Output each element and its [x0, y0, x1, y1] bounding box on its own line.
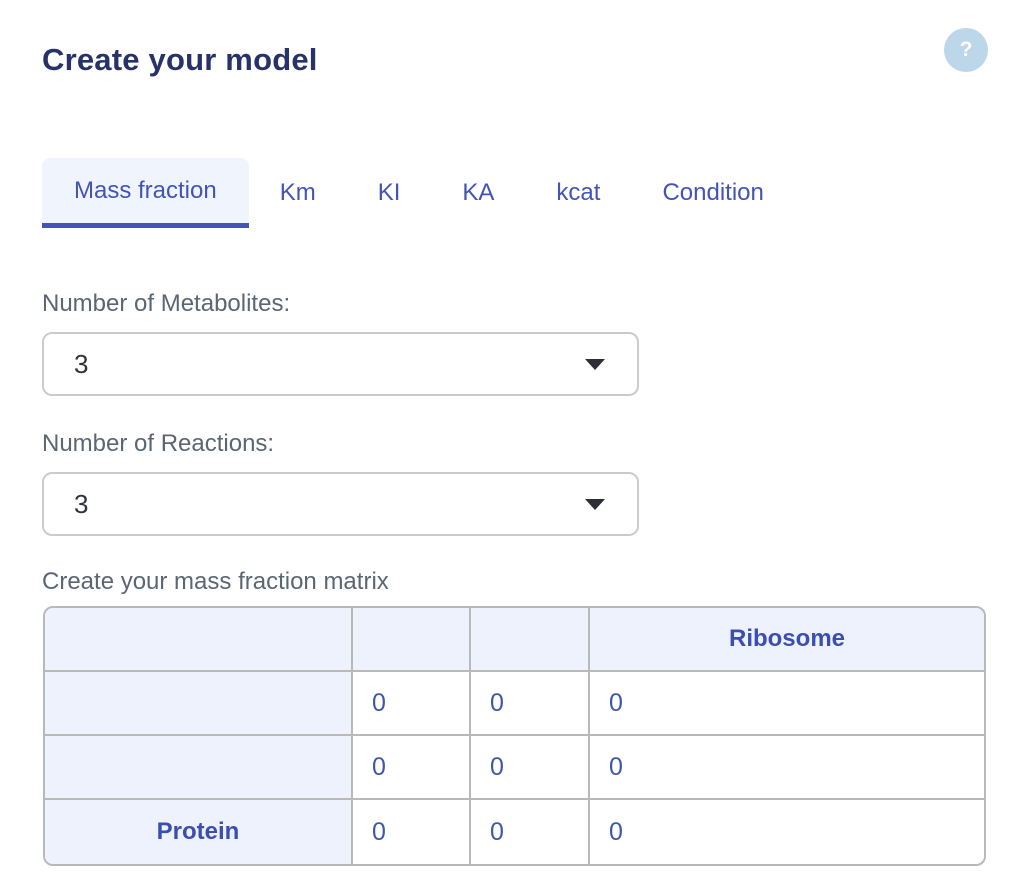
matrix-row-1: 0 0 0 — [45, 672, 984, 736]
matrix-heading: Create your mass fraction matrix — [42, 568, 389, 595]
page-header: Create your model ? — [0, 0, 1018, 78]
matrix-cell-2-1[interactable]: 0 — [353, 736, 471, 800]
reactions-select[interactable]: 3 — [42, 472, 639, 536]
matrix-col-header-1[interactable] — [353, 608, 471, 672]
matrix-col-header-ribosome[interactable]: Ribosome — [590, 608, 984, 672]
tab-condition[interactable]: Condition — [662, 179, 764, 206]
matrix-corner-cell[interactable] — [45, 608, 353, 672]
matrix-row-label-2[interactable] — [45, 736, 353, 800]
metabolites-group: Number of Metabolites: 3 — [42, 290, 1018, 396]
matrix-header-row: Ribosome — [45, 608, 984, 672]
tab-ki[interactable]: KI — [377, 179, 401, 206]
matrix-row-label-1[interactable] — [45, 672, 353, 736]
metabolites-select-value: 3 — [74, 348, 89, 379]
question-mark-icon: ? — [959, 38, 973, 61]
tab-ka[interactable]: KA — [462, 179, 495, 206]
reactions-group: Number of Reactions: 3 — [42, 430, 1018, 536]
reactions-label: Number of Reactions: — [42, 430, 275, 457]
matrix-cell-3-1[interactable]: 0 — [353, 800, 471, 864]
matrix-cell-3-2[interactable]: 0 — [471, 800, 590, 864]
matrix-cell-2-3[interactable]: 0 — [590, 736, 984, 800]
chevron-down-icon — [585, 499, 605, 510]
tab-kcat[interactable]: kcat — [556, 179, 601, 206]
matrix-cell-1-1[interactable]: 0 — [353, 672, 471, 736]
matrix-cell-2-2[interactable]: 0 — [471, 736, 590, 800]
matrix-cell-3-3[interactable]: 0 — [590, 800, 984, 864]
matrix-row-label-protein[interactable]: Protein — [45, 800, 353, 864]
reactions-select-value: 3 — [74, 488, 89, 519]
matrix-cell-1-2[interactable]: 0 — [471, 672, 590, 736]
matrix-col-header-2[interactable] — [471, 608, 590, 672]
matrix-row-protein: Protein 0 0 0 — [45, 800, 984, 864]
metabolites-select[interactable]: 3 — [42, 332, 639, 396]
chevron-down-icon — [585, 359, 605, 370]
page-title: Create your model — [42, 42, 318, 77]
tab-mass-fraction[interactable]: Mass fraction — [42, 158, 249, 228]
tab-bar: Mass fraction Km KI KA kcat Condition — [42, 158, 1018, 228]
mass-fraction-matrix: Ribosome 0 0 0 0 0 0 Protein 0 0 0 — [43, 606, 986, 866]
help-button[interactable]: ? — [944, 28, 988, 72]
metabolites-label: Number of Metabolites: — [42, 290, 291, 317]
matrix-row-2: 0 0 0 — [45, 736, 984, 800]
tab-km[interactable]: Km — [279, 179, 316, 206]
matrix-cell-1-3[interactable]: 0 — [590, 672, 984, 736]
